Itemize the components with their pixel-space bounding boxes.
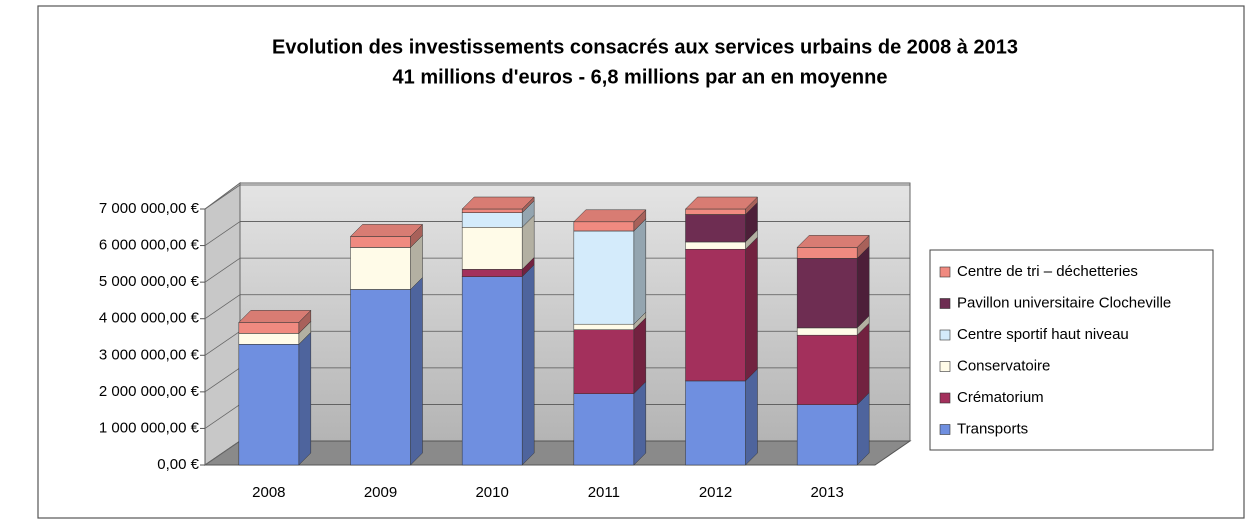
bar-segment — [796, 247, 858, 259]
x-tick-label: 2013 — [810, 484, 843, 501]
bar-segment — [238, 322, 300, 334]
bar-segment — [685, 208, 746, 215]
bar-side — [633, 218, 647, 325]
bar-top — [684, 196, 759, 210]
bar-segment — [573, 230, 635, 325]
bar-side — [633, 317, 647, 395]
grid-line-side — [204, 367, 241, 393]
bar-segment — [573, 393, 635, 466]
legend-swatch — [939, 298, 951, 309]
legend-swatch — [939, 329, 951, 341]
grid-line-side — [204, 294, 241, 320]
legend-label: Crématorium — [957, 389, 1044, 406]
bar-segment — [350, 289, 411, 466]
y-tick-label: 1 000 000,00 € — [99, 419, 200, 436]
bar-segment — [685, 241, 746, 250]
chart-title: Evolution des investissements consacrés … — [272, 36, 1018, 58]
bar-side — [856, 322, 870, 406]
bar-segment — [238, 344, 300, 466]
x-tick-label: 2009 — [364, 484, 397, 501]
bar-segment — [350, 236, 411, 248]
bar-side — [410, 276, 423, 466]
bar-segment — [796, 334, 858, 405]
y-tick-label: 7 000 000,00 € — [99, 200, 200, 217]
y-tick-label: 4 000 000,00 € — [99, 310, 200, 327]
legend-swatch — [939, 392, 951, 404]
bar-top — [796, 235, 870, 248]
bar-top — [238, 310, 312, 323]
grid-line-side — [204, 330, 241, 356]
bar-side — [856, 245, 870, 329]
bar-segment — [685, 248, 746, 382]
bar-segment — [685, 214, 746, 243]
bar-top — [349, 224, 424, 237]
grid-line-side — [204, 404, 241, 429]
y-tick-label: 3 000 000,00 € — [99, 346, 200, 363]
legend-swatch — [939, 361, 951, 372]
bar-segment — [461, 276, 523, 466]
grid-line-side — [204, 440, 241, 466]
bar-segment — [573, 221, 635, 232]
bar-segment — [461, 227, 523, 270]
bar-segment — [461, 269, 523, 277]
bar-segment — [461, 212, 523, 228]
x-tick-label: 2008 — [252, 484, 285, 501]
bar-side — [745, 236, 758, 382]
y-tick-label: 2 000 000,00 € — [99, 383, 200, 400]
bar-segment — [796, 327, 858, 336]
bar-side — [521, 264, 535, 466]
legend-swatch — [939, 424, 951, 435]
legend-swatch — [939, 266, 951, 278]
x-tick-label: 2010 — [475, 484, 508, 501]
bar-segment — [796, 258, 858, 329]
legend — [929, 249, 1214, 451]
bar-segment — [238, 333, 300, 345]
bar-segment — [573, 323, 635, 330]
bar-top — [573, 209, 647, 223]
bar-side — [856, 392, 870, 466]
grid-line-side — [204, 184, 241, 210]
legend-label: Conservatoire — [957, 357, 1050, 374]
bar-segment — [350, 247, 411, 290]
bar-segment — [685, 380, 746, 466]
legend-label: Centre sportif haut niveau — [957, 326, 1129, 343]
grid-line-side — [204, 221, 241, 246]
bar-segment — [796, 404, 858, 466]
legend-label: Pavillon universitaire Clocheville — [957, 294, 1171, 311]
x-tick-label: 2012 — [699, 484, 732, 501]
y-tick-label: 5 000 000,00 € — [99, 273, 200, 290]
bar-side — [298, 331, 312, 466]
grid-line-side — [204, 257, 241, 283]
bar-side — [633, 381, 647, 466]
bar-segment — [573, 329, 635, 394]
y-tick-label: 6 000 000,00 € — [99, 237, 200, 254]
legend-label: Centre de tri – déchetteries — [957, 263, 1138, 280]
bar-top — [461, 196, 535, 210]
y-tick-label: 0,00 € — [157, 456, 199, 473]
x-tick-label: 2011 — [588, 484, 620, 501]
legend-label: Transports — [957, 420, 1028, 437]
bar-side — [745, 368, 758, 466]
bar-segment — [461, 208, 523, 213]
chart-subtitle: 41 millions d'euros - 6,8 millions par a… — [393, 66, 888, 88]
